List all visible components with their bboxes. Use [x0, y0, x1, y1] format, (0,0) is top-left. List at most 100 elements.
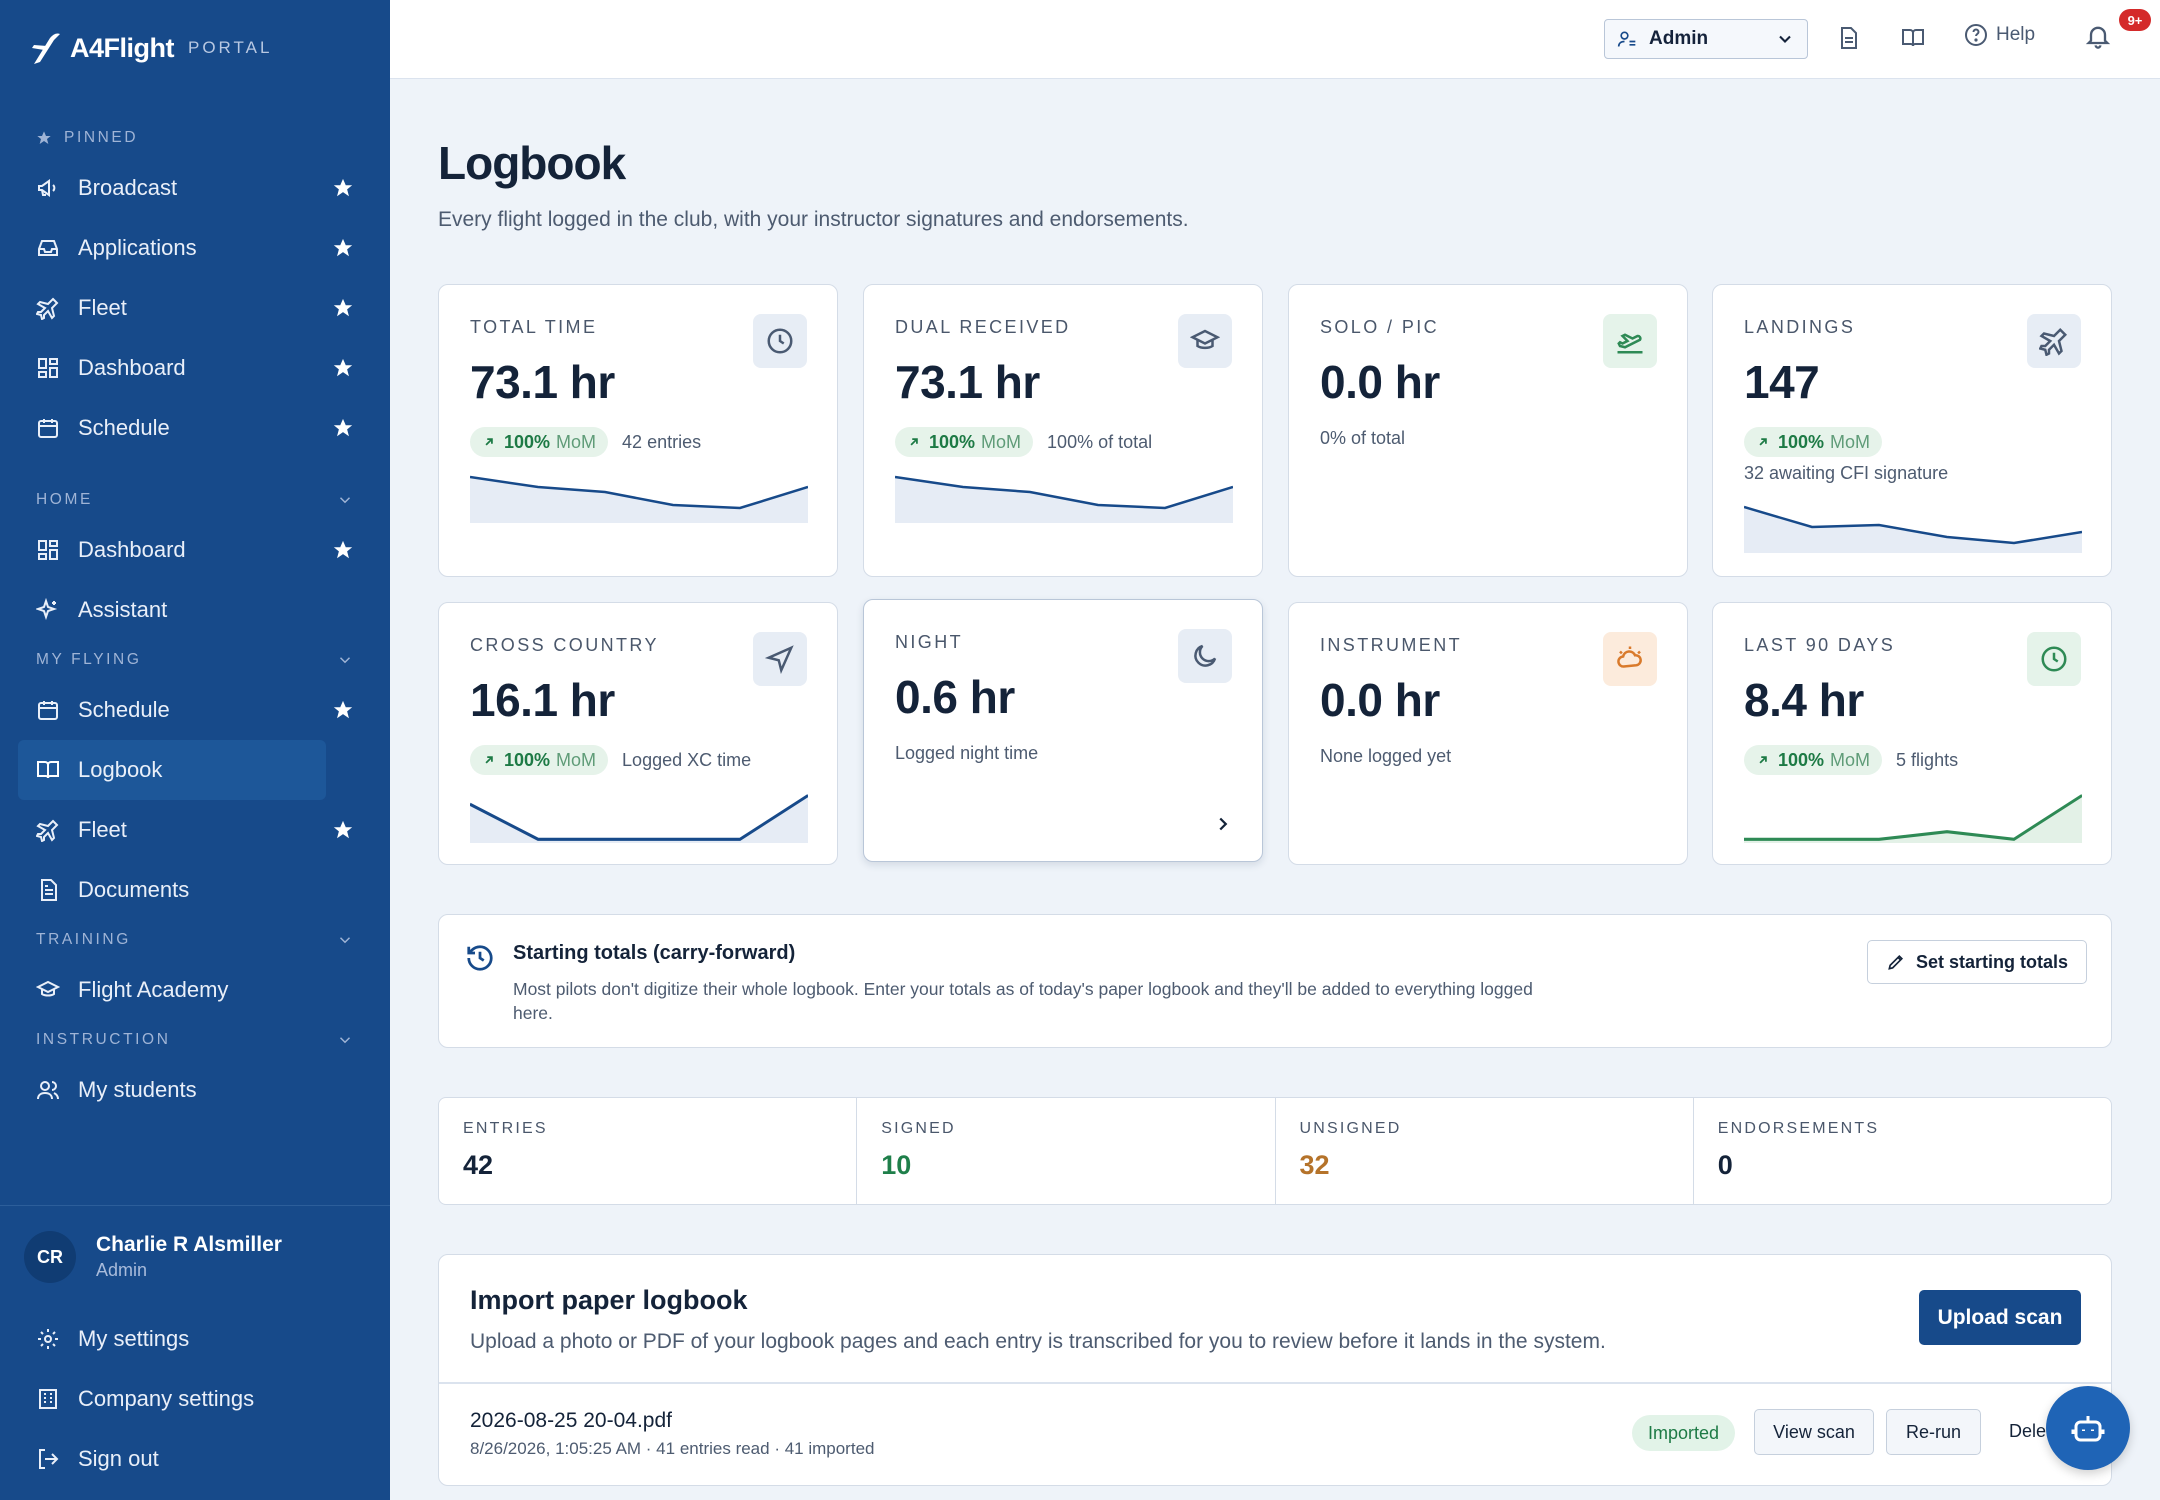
history-icon	[467, 945, 493, 971]
sidebar-item-my-settings[interactable]: My settings	[0, 1309, 390, 1369]
sidebar-item-fleet-2[interactable]: Fleet	[0, 800, 390, 860]
stat-card-solo-pic[interactable]: SOLO / PIC 0.0 hr 0% of total	[1288, 284, 1688, 577]
view-scan-button[interactable]: View scan	[1754, 1409, 1874, 1455]
carry-forward-description: Most pilots don't digitize their whole l…	[513, 979, 1533, 1023]
chevron-down-icon	[339, 497, 351, 504]
stat-label: ENTRIES	[463, 1120, 548, 1137]
card-trend: 100% MoM Logged XC time	[470, 745, 751, 775]
sidebar-item-fleet[interactable]: Fleet	[0, 278, 390, 338]
section-my-flying[interactable]: MY FLYING	[0, 640, 390, 680]
file-meta: 8/26/2026, 1:05:25 AM · 41 entries read …	[470, 1439, 875, 1458]
topbar: Admin Help 9+	[390, 0, 2160, 79]
sidebar-item-dashboard[interactable]: Dashboard	[0, 520, 390, 580]
pinned-star-icon[interactable]	[332, 177, 354, 199]
logo-icon	[32, 33, 60, 64]
card-value: 0.0 hr	[1320, 356, 1440, 408]
sidebar-item-documents[interactable]: Documents	[0, 860, 390, 920]
pinned-star-icon[interactable]	[332, 417, 354, 439]
sparkline	[895, 475, 1233, 523]
section-label: TRAINING	[36, 931, 131, 948]
grid-icon	[36, 538, 60, 562]
stat-card-night[interactable]: NIGHT 0.6 hr Logged night time	[863, 599, 1263, 862]
import-description: Upload a photo or PDF of your logbook pa…	[470, 1330, 1606, 1353]
sidebar-item-assistant[interactable]: Assistant	[0, 580, 390, 640]
document-icon[interactable]	[1834, 24, 1862, 52]
chevron-right-icon[interactable]	[1212, 813, 1234, 835]
stat-card-total-time[interactable]: TOTAL TIME 73.1 hr 100% MoM 42 entries	[438, 284, 838, 577]
upload-scan-button[interactable]: Upload scan	[1919, 1290, 2081, 1345]
section-training[interactable]: TRAINING	[0, 920, 390, 960]
section-label: PINNED	[64, 129, 139, 146]
stat-card-instrument[interactable]: INSTRUMENT 0.0 hr None logged yet	[1288, 602, 1688, 865]
grid-icon	[36, 356, 60, 380]
brand-logo[interactable]: A4Flight PORTAL	[30, 28, 272, 68]
stat-card-cross-country[interactable]: CROSS COUNTRY 16.1 hr 100% MoM Logged XC …	[438, 602, 838, 865]
sidebar-item-label: Schedule	[78, 415, 170, 440]
sidebar-item-label: My students	[78, 1077, 197, 1102]
bot-icon	[2071, 1416, 2105, 1442]
sidebar-item-schedule-pinned[interactable]: Schedule	[0, 398, 390, 458]
pinned-star-icon[interactable]	[332, 357, 354, 379]
help-button[interactable]: Help	[1964, 23, 2035, 47]
set-starting-totals-button[interactable]: Set starting totals	[1866, 940, 2087, 984]
role-select[interactable]: Admin	[1604, 19, 1808, 59]
import-file-row: 2026-08-25 20-04.pdf 8/26/2026, 1:05:25 …	[470, 1409, 874, 1459]
page-subtitle: Every flight logged in the club, with yo…	[438, 208, 1189, 231]
card-value: 16.1 hr	[470, 674, 615, 726]
pinned-star-icon[interactable]	[332, 297, 354, 319]
card-note: None logged yet	[1320, 746, 1452, 766]
stat-value: 32	[1299, 1150, 1330, 1180]
book-open-icon[interactable]	[1899, 24, 1927, 52]
pinned-star-icon[interactable]	[332, 819, 354, 841]
card-trend: 100% MoM 100% of total	[895, 427, 1152, 457]
sidebar-item-flight-academy[interactable]: Flight Academy	[0, 960, 390, 1020]
sidebar-item-dashboard-pinned[interactable]: Dashboard	[0, 338, 390, 398]
card-title: TOTAL TIME	[470, 317, 598, 337]
card-note: 100% of total	[1047, 431, 1153, 452]
import-title: Import paper logbook	[470, 1285, 748, 1315]
assistant-fab[interactable]	[2046, 1386, 2130, 1470]
rerun-button[interactable]: Re-run	[1886, 1409, 1981, 1455]
user-panel: CR Charlie R Alsmiller Admin My settings…	[0, 1205, 390, 1500]
sidebar-nav: PINNED Broadcast Applications Fleet Dash…	[0, 118, 390, 1203]
sidebar-item-broadcast[interactable]: Broadcast	[0, 158, 390, 218]
trend-up-icon	[1759, 756, 1767, 764]
trend-percent: 100%	[504, 431, 551, 452]
sidebar-item-label: Fleet	[78, 817, 127, 842]
pinned-star-icon[interactable]	[332, 699, 354, 721]
card-title: LAST 90 DAYS	[1744, 635, 1896, 655]
carry-forward-panel: Starting totals (carry-forward) Most pil…	[438, 914, 2112, 1048]
notification-badge: 9+	[2119, 9, 2151, 31]
sidebar-item-label: Logbook	[78, 757, 163, 782]
stat-card-dual-received[interactable]: DUAL RECEIVED 73.1 hr 100% MoM 100% of to…	[863, 284, 1263, 577]
sidebar-item-schedule[interactable]: Schedule	[0, 680, 390, 740]
plane-takeoff-icon	[1603, 314, 1657, 368]
status-badge: Imported	[1632, 1415, 1736, 1451]
sidebar-item-applications[interactable]: Applications	[0, 218, 390, 278]
sidebar-item-label: Assistant	[78, 597, 168, 622]
section-home[interactable]: HOME	[0, 480, 390, 520]
pinned-star-icon[interactable]	[332, 539, 354, 561]
calendar-icon	[36, 698, 60, 722]
sign-out-icon	[36, 1447, 60, 1471]
sidebar-item-label: Fleet	[78, 295, 127, 320]
pinned-star-icon[interactable]	[332, 237, 354, 259]
sparkline	[1744, 794, 2082, 843]
navigation-icon	[753, 632, 807, 686]
trend-period: MoM	[556, 749, 597, 770]
bell-icon[interactable]	[2084, 22, 2112, 50]
user-profile[interactable]: CR Charlie R Alsmiller Admin	[24, 1231, 282, 1283]
delete-button[interactable]: Dele	[2009, 1421, 2047, 1441]
card-note: 32 awaiting CFI signature	[1744, 463, 1949, 483]
section-instruction[interactable]: INSTRUCTION	[0, 1020, 390, 1060]
stat-card-last-90-days[interactable]: LAST 90 DAYS 8.4 hr 100% MoM 5 flights	[1712, 602, 2112, 865]
card-note: 42 entries	[622, 431, 702, 452]
card-title: INSTRUMENT	[1320, 635, 1462, 655]
sidebar-item-label: Applications	[78, 235, 197, 260]
sidebar-item-my-students[interactable]: My students	[0, 1060, 390, 1120]
sidebar-item-company-settings[interactable]: Company settings	[0, 1369, 390, 1429]
sidebar-item-logbook[interactable]: Logbook	[18, 740, 326, 800]
card-title: NIGHT	[895, 632, 963, 652]
sidebar-item-sign-out[interactable]: Sign out	[0, 1429, 390, 1489]
stat-card-landings[interactable]: LANDINGS 147 100% MoM 32 awaiting CFI sig…	[1712, 284, 2112, 577]
